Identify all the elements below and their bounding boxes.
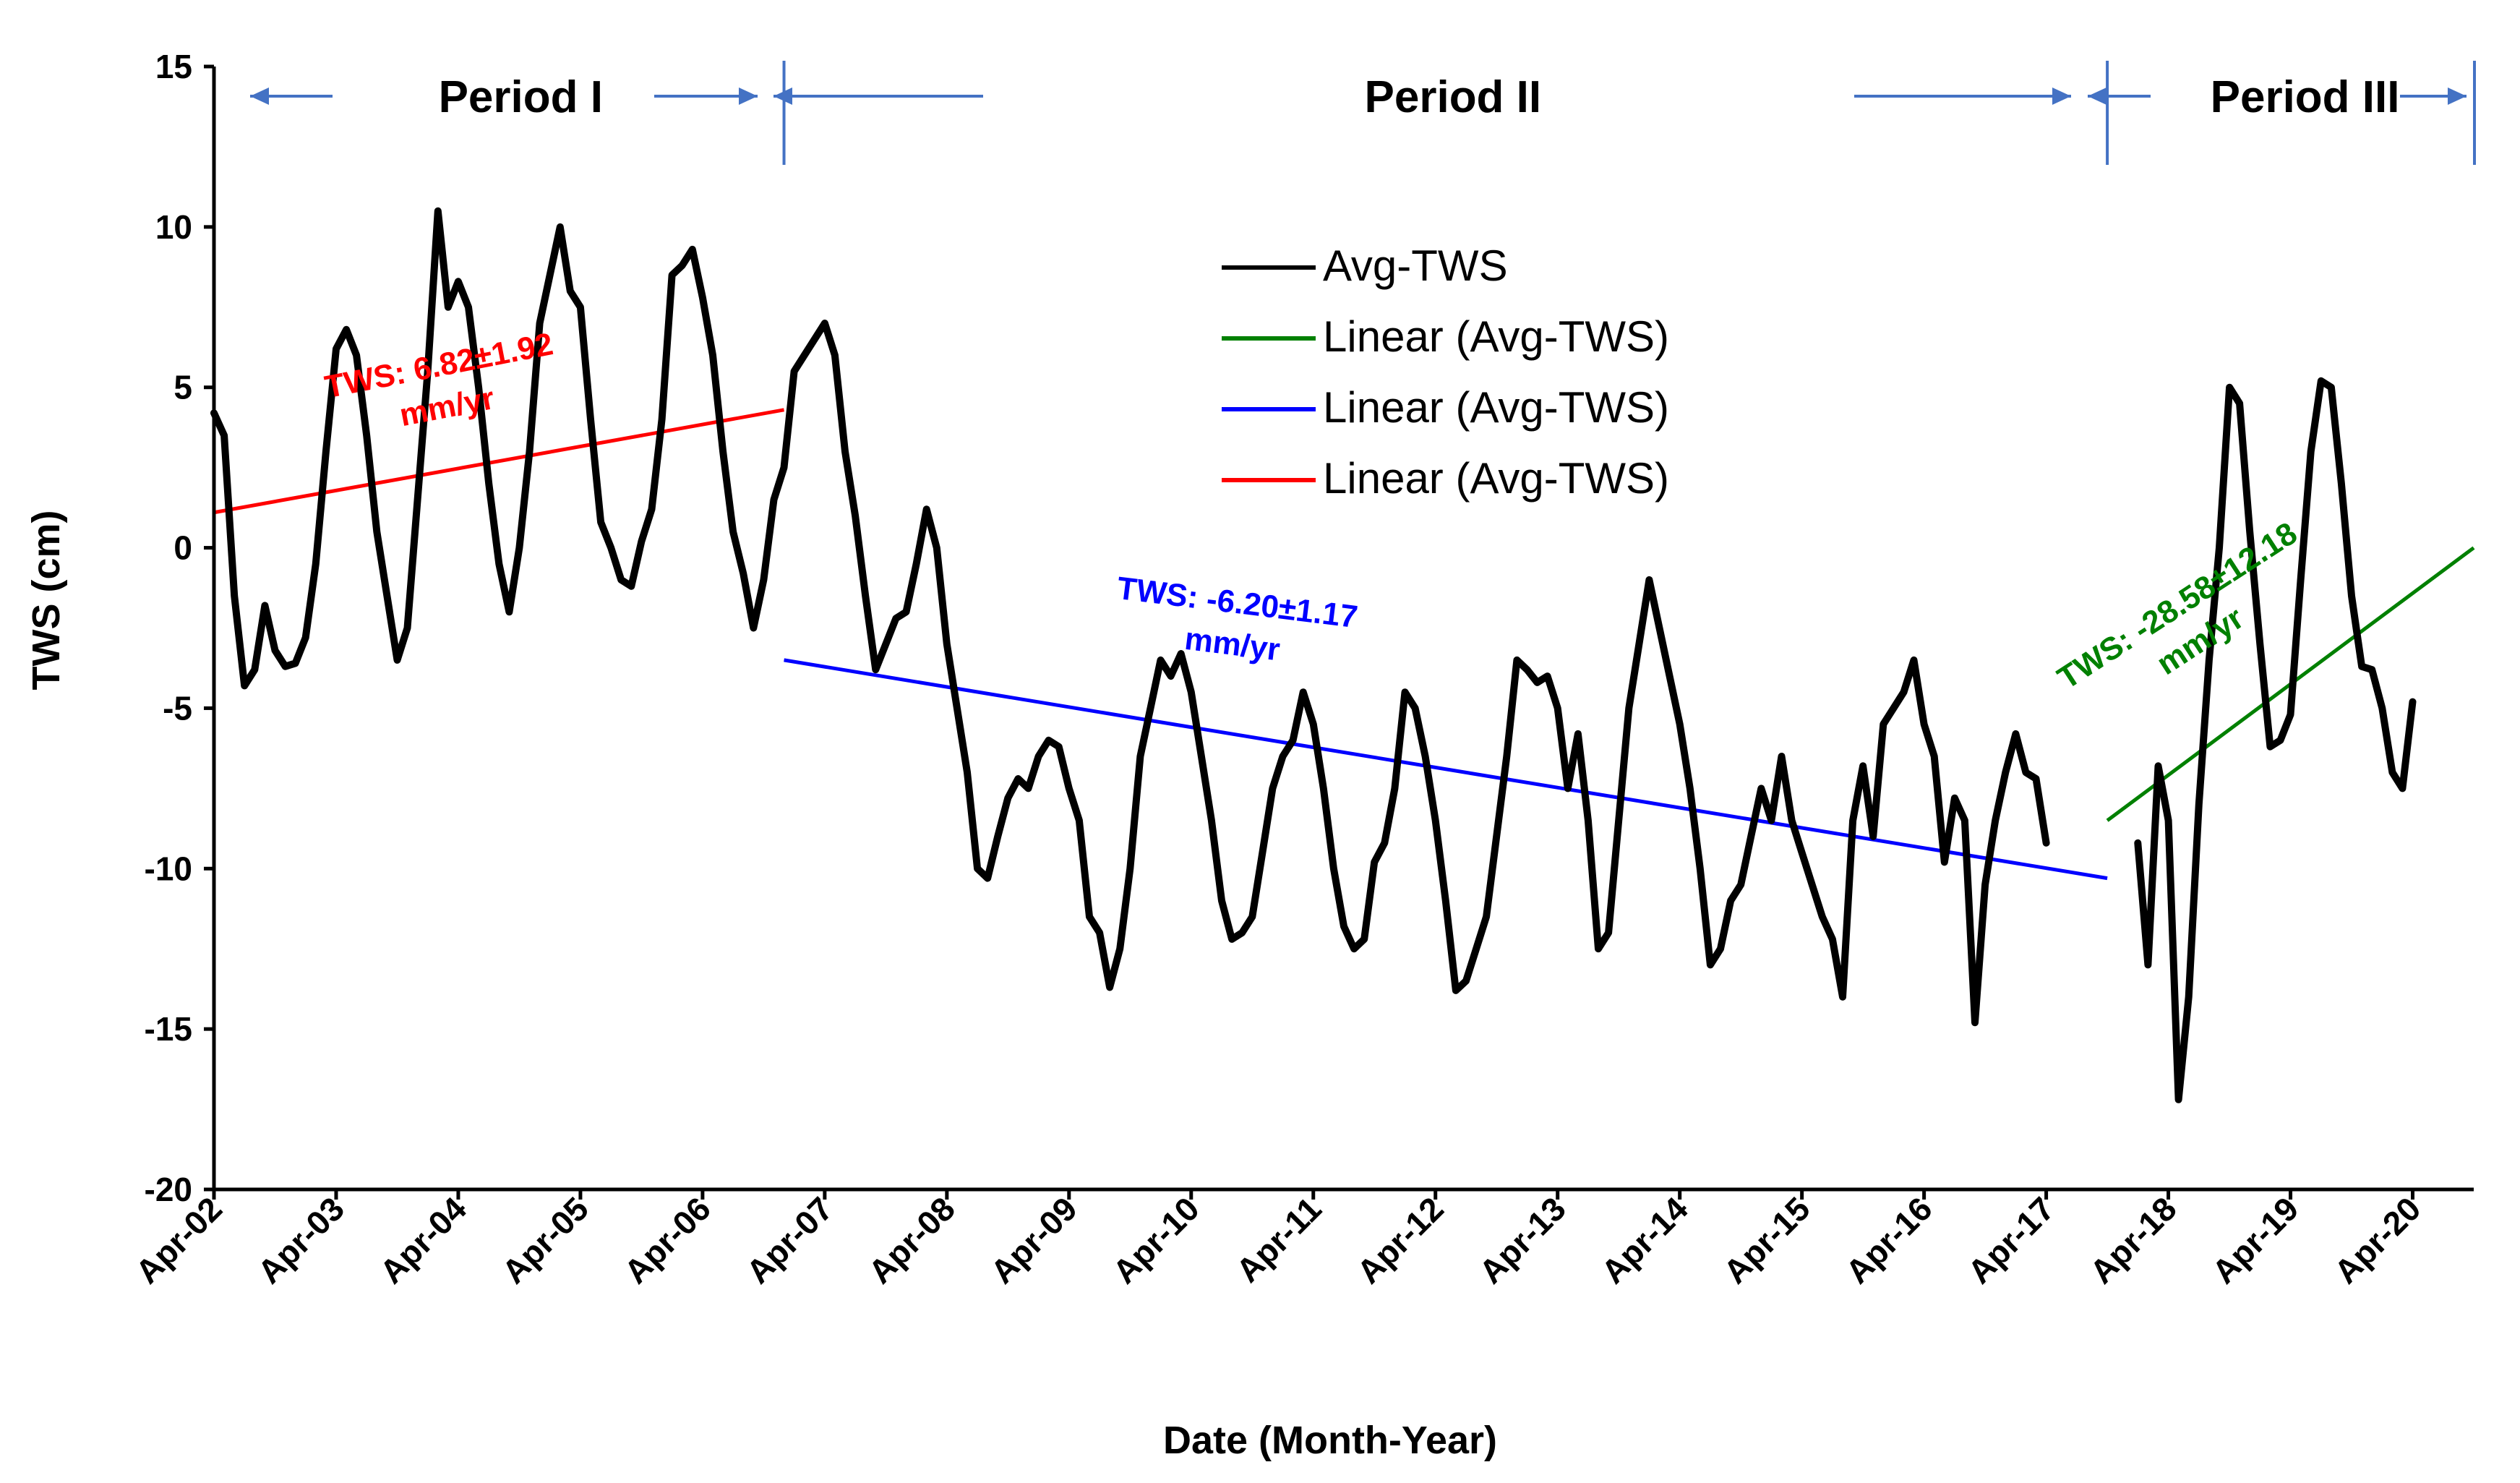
y-tick-label: 10: [155, 208, 192, 246]
period-1-right-arrow-head: [739, 87, 758, 105]
x-tick-label: Apr-06: [617, 1189, 718, 1291]
period-2-left-arrow-head: [773, 87, 792, 105]
avg-tws-series: [210, 207, 2417, 1103]
x-tick-label: Apr-03: [250, 1189, 351, 1291]
x-tick-label: Apr-11: [1229, 1189, 1329, 1289]
period-1-left-arrow-head: [250, 87, 269, 105]
avg-tws-line: [210, 207, 2050, 1027]
linear-trend-line: [213, 408, 784, 515]
period-3-right-arrow-head: [2448, 87, 2467, 105]
x-tick-label: Apr-19: [2205, 1189, 2306, 1291]
y-tick-label: -10: [145, 850, 192, 887]
x-tick-label: Apr-13: [1472, 1189, 1573, 1291]
legend-label: Linear (Avg-TWS): [1323, 454, 1669, 503]
period-3-left-arrow-head: [2088, 87, 2107, 105]
y-axis-title: TWS (cm): [25, 510, 68, 691]
legend-label: Linear (Avg-TWS): [1323, 383, 1669, 432]
x-tick-label: Apr-10: [1105, 1189, 1207, 1291]
linear-trend-line: [784, 658, 2108, 881]
y-tick-label: 0: [173, 529, 192, 567]
x-tick-label: Apr-04: [372, 1189, 473, 1291]
avg-tws-line: [2134, 377, 2417, 1103]
trend-annotation-line: TWS: -6.20±1.17: [1115, 570, 1360, 635]
x-tick-label: Apr-15: [1716, 1189, 1817, 1291]
legend: Avg-TWS Linear (Avg-TWS) Linear (Avg-TWS) L…: [1222, 242, 1669, 503]
x-tick-label: Apr-09: [983, 1189, 1084, 1291]
x-tick-label: Apr-08: [861, 1189, 962, 1291]
x-tick-label: Apr-17: [1960, 1189, 2062, 1291]
x-axis-title: Date (Month-Year): [1163, 1419, 1497, 1462]
y-tick-label: -5: [163, 689, 192, 727]
legend-label: Avg-TWS: [1323, 242, 1508, 290]
legend-label: Linear (Avg-TWS): [1323, 312, 1669, 361]
y-tick-label: -15: [145, 1010, 192, 1048]
y-tick-label: 5: [173, 369, 192, 406]
x-tick-label: Apr-14: [1594, 1189, 1695, 1291]
period-label: Period II: [1365, 72, 1542, 122]
x-tick-label: Apr-16: [1838, 1189, 1940, 1291]
trend-annotation-line: mm/yr: [1183, 621, 1282, 668]
x-tick-label: Apr-20: [2327, 1189, 2428, 1291]
period-label: Period I: [439, 72, 603, 122]
period-2-right-arrow-head: [2052, 87, 2071, 105]
x-tick-label: Apr-12: [1350, 1189, 1451, 1291]
period-markers: Period I Period II Period III: [250, 61, 2476, 165]
y-tick-label: 15: [155, 48, 192, 85]
y-tick-label: -20: [145, 1171, 192, 1208]
period-label: Period III: [2211, 72, 2400, 122]
x-tick-label: Apr-07: [739, 1189, 840, 1291]
x-tick-label: Apr-18: [2083, 1189, 2184, 1291]
x-tick-label: Apr-05: [494, 1189, 596, 1291]
